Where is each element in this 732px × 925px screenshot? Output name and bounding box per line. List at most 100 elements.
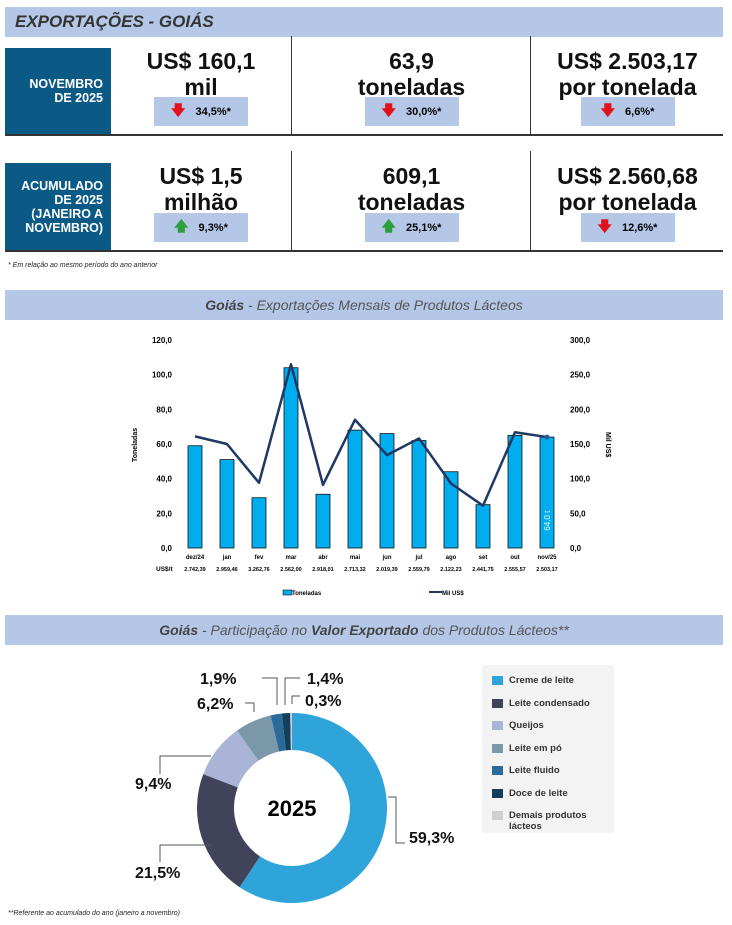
bar-annotation: 64,0 t bbox=[543, 510, 552, 531]
legend-label: Demais produtos lácteos bbox=[509, 810, 587, 832]
bar-out bbox=[507, 434, 523, 549]
chart-title: Goiás - Exportações Mensais de Produtos … bbox=[5, 290, 723, 320]
line-mil-usd bbox=[194, 363, 548, 507]
legend-swatch bbox=[492, 743, 503, 753]
legend-item: Leite condensado bbox=[492, 698, 609, 709]
period-label-line: DE 2025 bbox=[54, 192, 103, 207]
legend-bar-swatch bbox=[282, 589, 293, 596]
slice-6 bbox=[290, 713, 292, 751]
slice-5 bbox=[281, 713, 291, 751]
bar-jun bbox=[379, 433, 395, 549]
title-bold: Goiás bbox=[205, 297, 245, 313]
change-badge: 🡇 6,6%* bbox=[580, 97, 675, 126]
pie-legend: Creme de leite Leite condensado Queijos Lei… bbox=[482, 665, 614, 833]
period-label-line: (JANEIRO A bbox=[31, 206, 103, 221]
x-tick-label: nov/25 bbox=[537, 555, 557, 561]
kpi-line2: por tonelada bbox=[558, 189, 697, 215]
kpi-line1: US$ 2.503,17 bbox=[557, 48, 698, 74]
legend-swatch bbox=[492, 811, 503, 820]
usd-per-t-label: 2.559,79 bbox=[408, 567, 429, 573]
leader-line bbox=[245, 702, 255, 712]
bar-jan bbox=[219, 459, 235, 549]
y-axis-label: Toneladas bbox=[132, 428, 139, 462]
footnote-2: **Referente ao acumulado do ano (janeiro… bbox=[8, 910, 180, 917]
change-badge: 🡅 9,3%* bbox=[154, 213, 248, 242]
usd-per-t-label: 2.713,32 bbox=[344, 567, 365, 573]
kpi-line1: US$ 160,1 bbox=[146, 48, 256, 74]
usd-per-t-row-label: US$/t bbox=[156, 566, 173, 573]
usd-per-t-label: 2.742,39 bbox=[184, 567, 205, 573]
usd-per-t-label: 2.555,57 bbox=[504, 567, 525, 573]
change-value: 6,6%* bbox=[625, 105, 655, 118]
period-label-line: NOVEMBRO) bbox=[25, 220, 103, 235]
y2-tick-label: 200,0 bbox=[570, 405, 591, 414]
usd-per-t-label: 3.262,76 bbox=[248, 567, 269, 573]
pie-title: Goiás - Participação no Valor Exportado … bbox=[5, 615, 723, 645]
x-tick-label: out bbox=[510, 555, 519, 561]
legend-label: Leite fluido bbox=[509, 765, 560, 776]
leader-line bbox=[291, 695, 300, 704]
legend-label: Leite condensado bbox=[509, 697, 590, 709]
donut-chart: 2025 59,3% 21,5% 9,4% 6,2% 1,9% 1,4% 0,3% bbox=[135, 671, 454, 903]
legend-label: Queijos bbox=[509, 720, 544, 731]
y-tick-label: 20,0 bbox=[156, 509, 172, 518]
value-label: 6,2% bbox=[197, 696, 233, 713]
period-label: NOVEMBRO DE 2025 bbox=[5, 48, 111, 134]
x-tick-label: set bbox=[479, 555, 488, 561]
kpi-line2: toneladas bbox=[357, 74, 466, 100]
usd-per-t-label: 2.918,01 bbox=[312, 567, 333, 573]
x-tick-label: mar bbox=[285, 555, 297, 561]
bar-mai bbox=[347, 429, 363, 549]
usd-per-t-label: 2.959,46 bbox=[216, 567, 237, 573]
title-rest2: dos Produtos Lácteos** bbox=[418, 622, 569, 638]
legend-item: Doce de leite bbox=[492, 788, 609, 799]
change-value: 12,6%* bbox=[621, 221, 658, 234]
leader-line bbox=[262, 677, 278, 705]
kpi-line2: por tonelada bbox=[558, 74, 697, 100]
bar-fev bbox=[251, 497, 267, 549]
x-tick-label: dez/24 bbox=[186, 555, 205, 561]
legend-item: Leite em pó bbox=[492, 743, 609, 754]
kpi-value: US$ 160,1 mil bbox=[111, 48, 291, 100]
kpi-card: US$ 160,1 mil 🡇 34,5%* bbox=[111, 36, 291, 134]
donut-center-label: 2025 bbox=[268, 796, 317, 821]
y2-tick-label: 300,0 bbox=[570, 336, 591, 345]
kpi-value: US$ 1,5 milhão bbox=[111, 163, 291, 215]
arrow-down-icon: 🡇 bbox=[600, 101, 616, 118]
value-label: 1,4% bbox=[307, 671, 343, 688]
kpi-line2: milhão bbox=[163, 189, 239, 215]
arrow-down-icon: 🡇 bbox=[597, 217, 612, 234]
kpi-line1: US$ 2.560,68 bbox=[557, 163, 698, 189]
bar-abr bbox=[315, 493, 331, 549]
y-tick-label: 120,0 bbox=[152, 336, 173, 345]
change-badge: 🡇 30,0%* bbox=[364, 97, 459, 126]
legend-item: Leite fluido bbox=[492, 765, 609, 776]
y-tick-label: 40,0 bbox=[156, 475, 172, 484]
kpi-line1: 63,9 bbox=[389, 48, 434, 74]
footnote: * Em relação ao mesmo período do ano ant… bbox=[8, 262, 158, 269]
x-tick-label: abr bbox=[318, 555, 328, 561]
period-label-line: NOVEMBRO bbox=[29, 77, 103, 91]
kpi-card: 609,1 toneladas 🡅 25,1%* bbox=[291, 151, 531, 250]
legend-swatch bbox=[492, 698, 503, 708]
legend-swatch bbox=[492, 676, 503, 685]
change-badge: 🡇 12,6%* bbox=[580, 213, 675, 242]
y2-tick-label: 100,0 bbox=[570, 475, 591, 484]
kpi-line2: mil bbox=[184, 74, 218, 100]
y2-tick-label: 0,0 bbox=[570, 544, 582, 553]
kpi-line1: 609,1 bbox=[382, 163, 441, 189]
change-value: 25,1%* bbox=[405, 221, 442, 234]
y2-tick-label: 250,0 bbox=[570, 371, 591, 380]
monthly-chart: 0,0 20,0 40,0 60,0 80,0 100,0 120,0 0,0 50,0 100,… bbox=[132, 336, 611, 597]
slice-0 bbox=[239, 713, 387, 903]
legend-line-label: Mil US$ bbox=[442, 591, 464, 597]
line-end-marker bbox=[544, 434, 550, 440]
leader-line bbox=[284, 677, 300, 705]
arrow-down-icon: 🡇 bbox=[171, 101, 186, 118]
change-badge: 🡇 34,5%* bbox=[154, 97, 248, 126]
x-tick-label: fev bbox=[255, 555, 264, 561]
arrow-down-icon: 🡇 bbox=[381, 101, 396, 118]
usd-per-t-label: 2.441,75 bbox=[472, 567, 493, 573]
x-tick-label: jan bbox=[222, 555, 232, 561]
change-value: 30,0%* bbox=[405, 105, 442, 118]
